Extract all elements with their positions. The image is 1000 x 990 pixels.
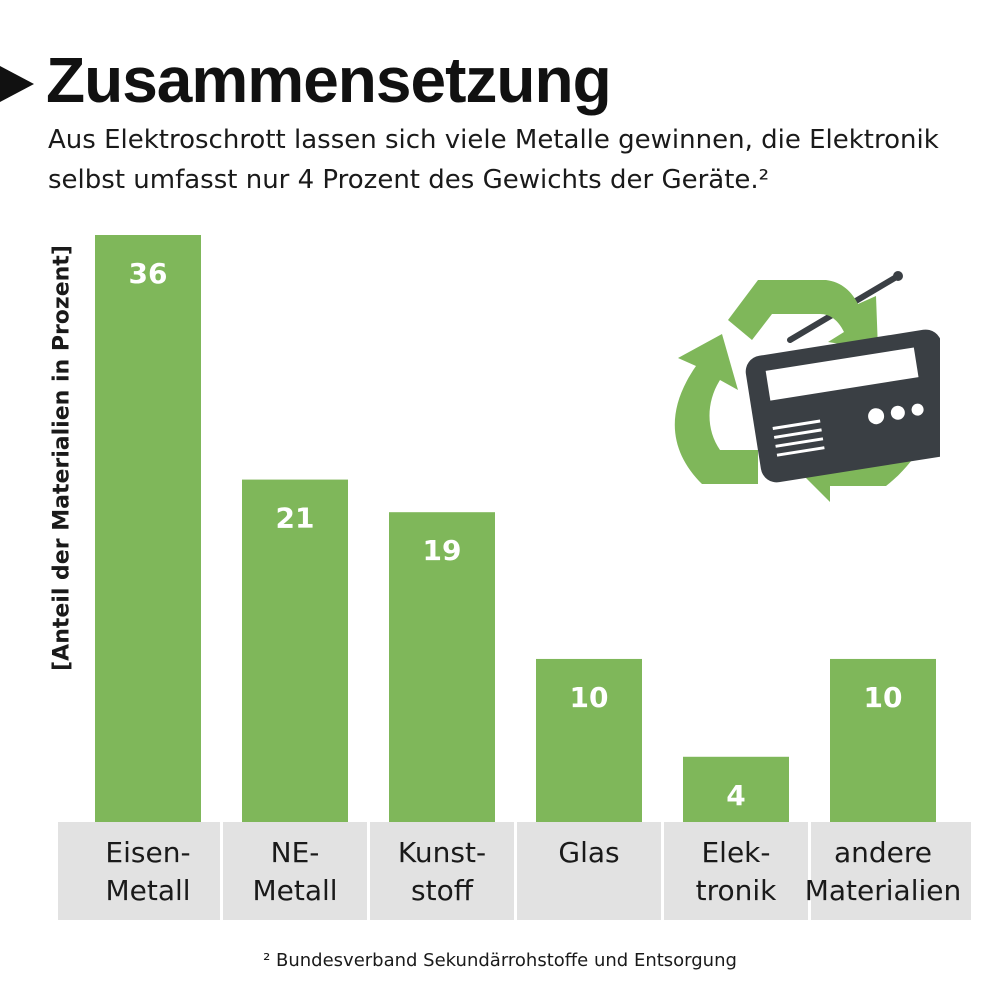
category-label: NE-: [271, 836, 320, 869]
category-label: stoff: [411, 874, 474, 907]
category-label: tronik: [696, 874, 778, 907]
recycling-radio-icon: [674, 271, 940, 502]
bar-value-label: 36: [129, 257, 168, 290]
bar: [830, 658, 936, 822]
bar: [95, 235, 201, 822]
bar: [536, 658, 642, 822]
bar: [242, 479, 348, 822]
bar: [683, 756, 789, 822]
category-label: Metall: [105, 874, 190, 907]
category-label: Materialien: [805, 874, 962, 907]
chart-subtitle: Aus Elektroschrott lassen sich viele Met…: [48, 125, 939, 195]
footnote: ² Bundesverband Sekundärrohstoffe und En…: [263, 950, 737, 971]
bar-value-label: 21: [276, 502, 315, 535]
bar-value-label: 10: [864, 681, 903, 714]
category-label: Eisen-: [105, 836, 190, 869]
bar-value-label: 4: [726, 779, 745, 812]
category-label: Elek-: [701, 836, 770, 869]
bar-value-label: 19: [423, 534, 462, 567]
category-label: Kunst-: [398, 836, 486, 869]
bar: [389, 512, 495, 822]
title-arrow-marker: [0, 66, 34, 102]
category-label: Glas: [558, 836, 619, 869]
category-label: andere: [834, 836, 932, 869]
category-label: Metall: [252, 874, 337, 907]
chart-title: Zusammensetzung: [46, 44, 612, 116]
bar-value-label: 10: [570, 681, 609, 714]
